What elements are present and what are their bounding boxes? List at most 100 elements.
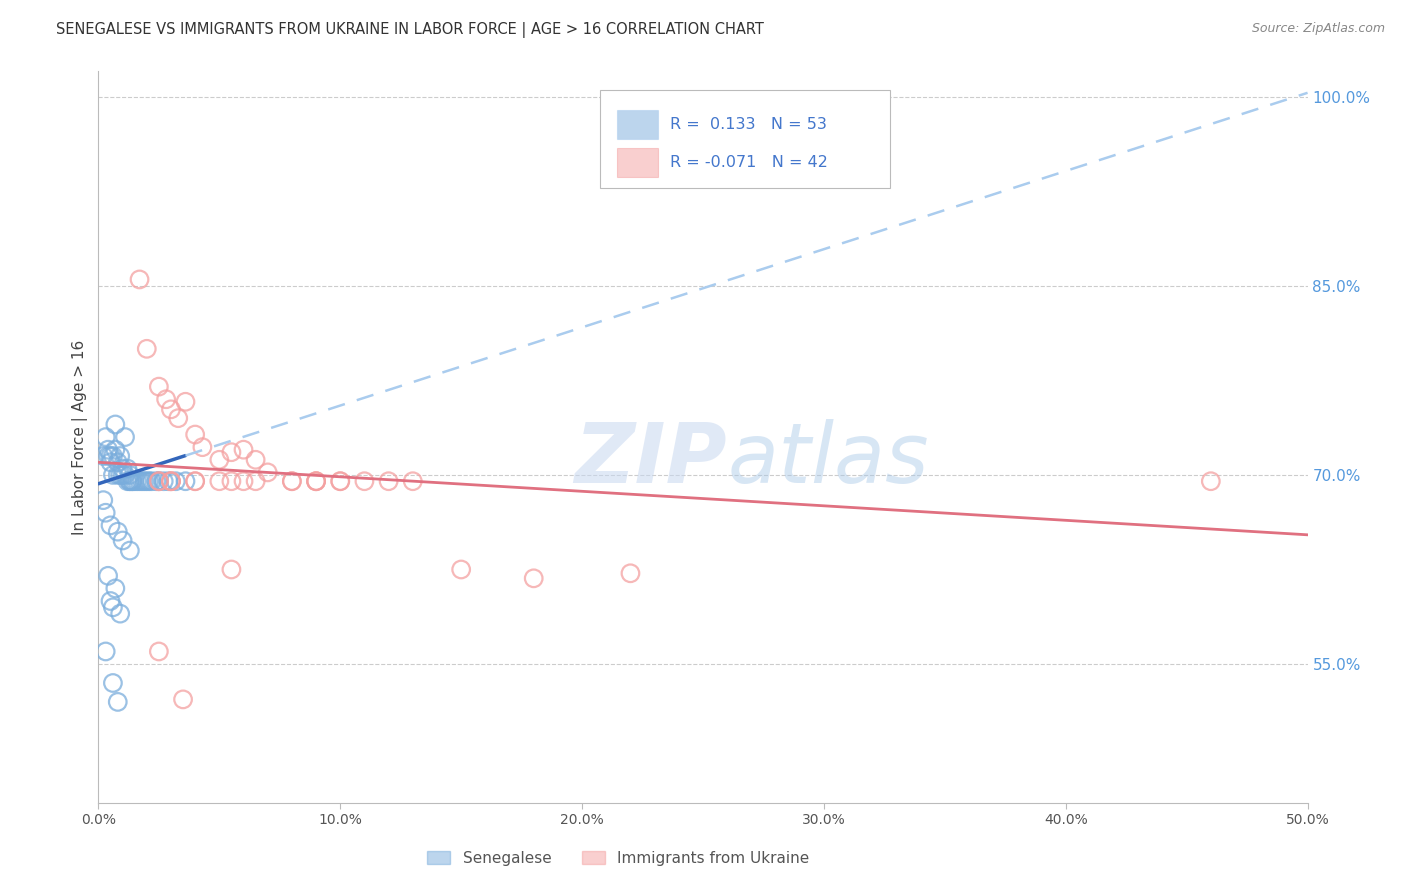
Point [101,449,124,463]
Point [155,392,177,407]
Point [245,452,267,467]
Point [305,474,328,488]
Point [118,474,141,488]
Point [281,474,304,488]
Point [184,474,207,488]
Point [91,493,114,508]
Point [172,692,194,706]
Point [402,474,425,488]
Point [619,566,641,581]
Point [108,467,131,482]
Point [281,474,304,488]
Point [329,474,352,488]
Point [107,467,129,482]
Point [104,442,127,457]
Point [167,411,190,425]
Point [232,442,254,457]
Point [97,442,120,457]
Point [111,461,134,475]
Point [117,474,139,488]
Point [208,452,231,467]
Point [329,474,352,488]
Point [184,474,207,488]
Bar [617,148,658,178]
Point [152,474,174,488]
Point [114,430,136,444]
Point [141,474,163,488]
Point [145,474,167,488]
Point [118,474,141,488]
Point [165,474,187,488]
Y-axis label: In Labor Force | Age > 16: In Labor Force | Age > 16 [72,340,89,534]
Point [135,342,157,356]
Point [305,474,328,488]
Point [124,474,146,488]
Point [1199,474,1222,488]
Point [160,402,183,417]
Point [377,474,399,488]
Point [160,474,183,488]
Point [148,474,170,488]
Point [353,474,375,488]
Point [157,474,180,488]
Point [104,582,127,596]
Point [305,474,328,488]
Point [128,272,150,286]
Point [221,474,243,488]
Point [111,533,134,548]
Point [100,518,122,533]
Point [134,474,156,488]
Point [148,474,170,488]
Point [174,474,197,488]
Point [108,449,131,463]
Text: Source: ZipAtlas.com: Source: ZipAtlas.com [1251,22,1385,36]
Bar [617,110,658,139]
Point [100,594,122,608]
Point [100,449,122,463]
Point [121,474,143,488]
Point [104,417,127,432]
Point [148,644,170,658]
Point [208,474,231,488]
Point [111,467,134,482]
FancyBboxPatch shape [600,90,890,188]
Point [121,474,143,488]
Point [97,569,120,583]
Point [118,467,141,482]
Text: R = -0.071   N = 42: R = -0.071 N = 42 [671,155,828,170]
Point [114,467,136,482]
Point [101,676,124,690]
Point [221,562,243,576]
Point [107,695,129,709]
Point [118,543,141,558]
Text: ZIP: ZIP [575,418,727,500]
Point [127,474,149,488]
Point [97,449,120,463]
Point [91,449,114,463]
Point [94,506,117,520]
Point [160,474,183,488]
Point [100,455,122,469]
Point [256,466,278,480]
Point [523,571,546,585]
Point [107,524,129,539]
Point [128,474,150,488]
Point [191,440,214,454]
Point [221,445,243,459]
Point [94,430,117,444]
Point [108,607,131,621]
Point [138,474,160,488]
Point [232,474,254,488]
Point [174,394,197,409]
Point [148,474,170,488]
Text: R =  0.133   N = 53: R = 0.133 N = 53 [671,117,827,132]
Point [245,474,267,488]
Point [117,461,139,475]
Point [94,644,117,658]
Point [101,600,124,615]
Point [135,474,157,488]
Point [107,455,129,469]
Point [148,379,170,393]
Point [450,562,472,576]
Text: atlas: atlas [727,418,929,500]
